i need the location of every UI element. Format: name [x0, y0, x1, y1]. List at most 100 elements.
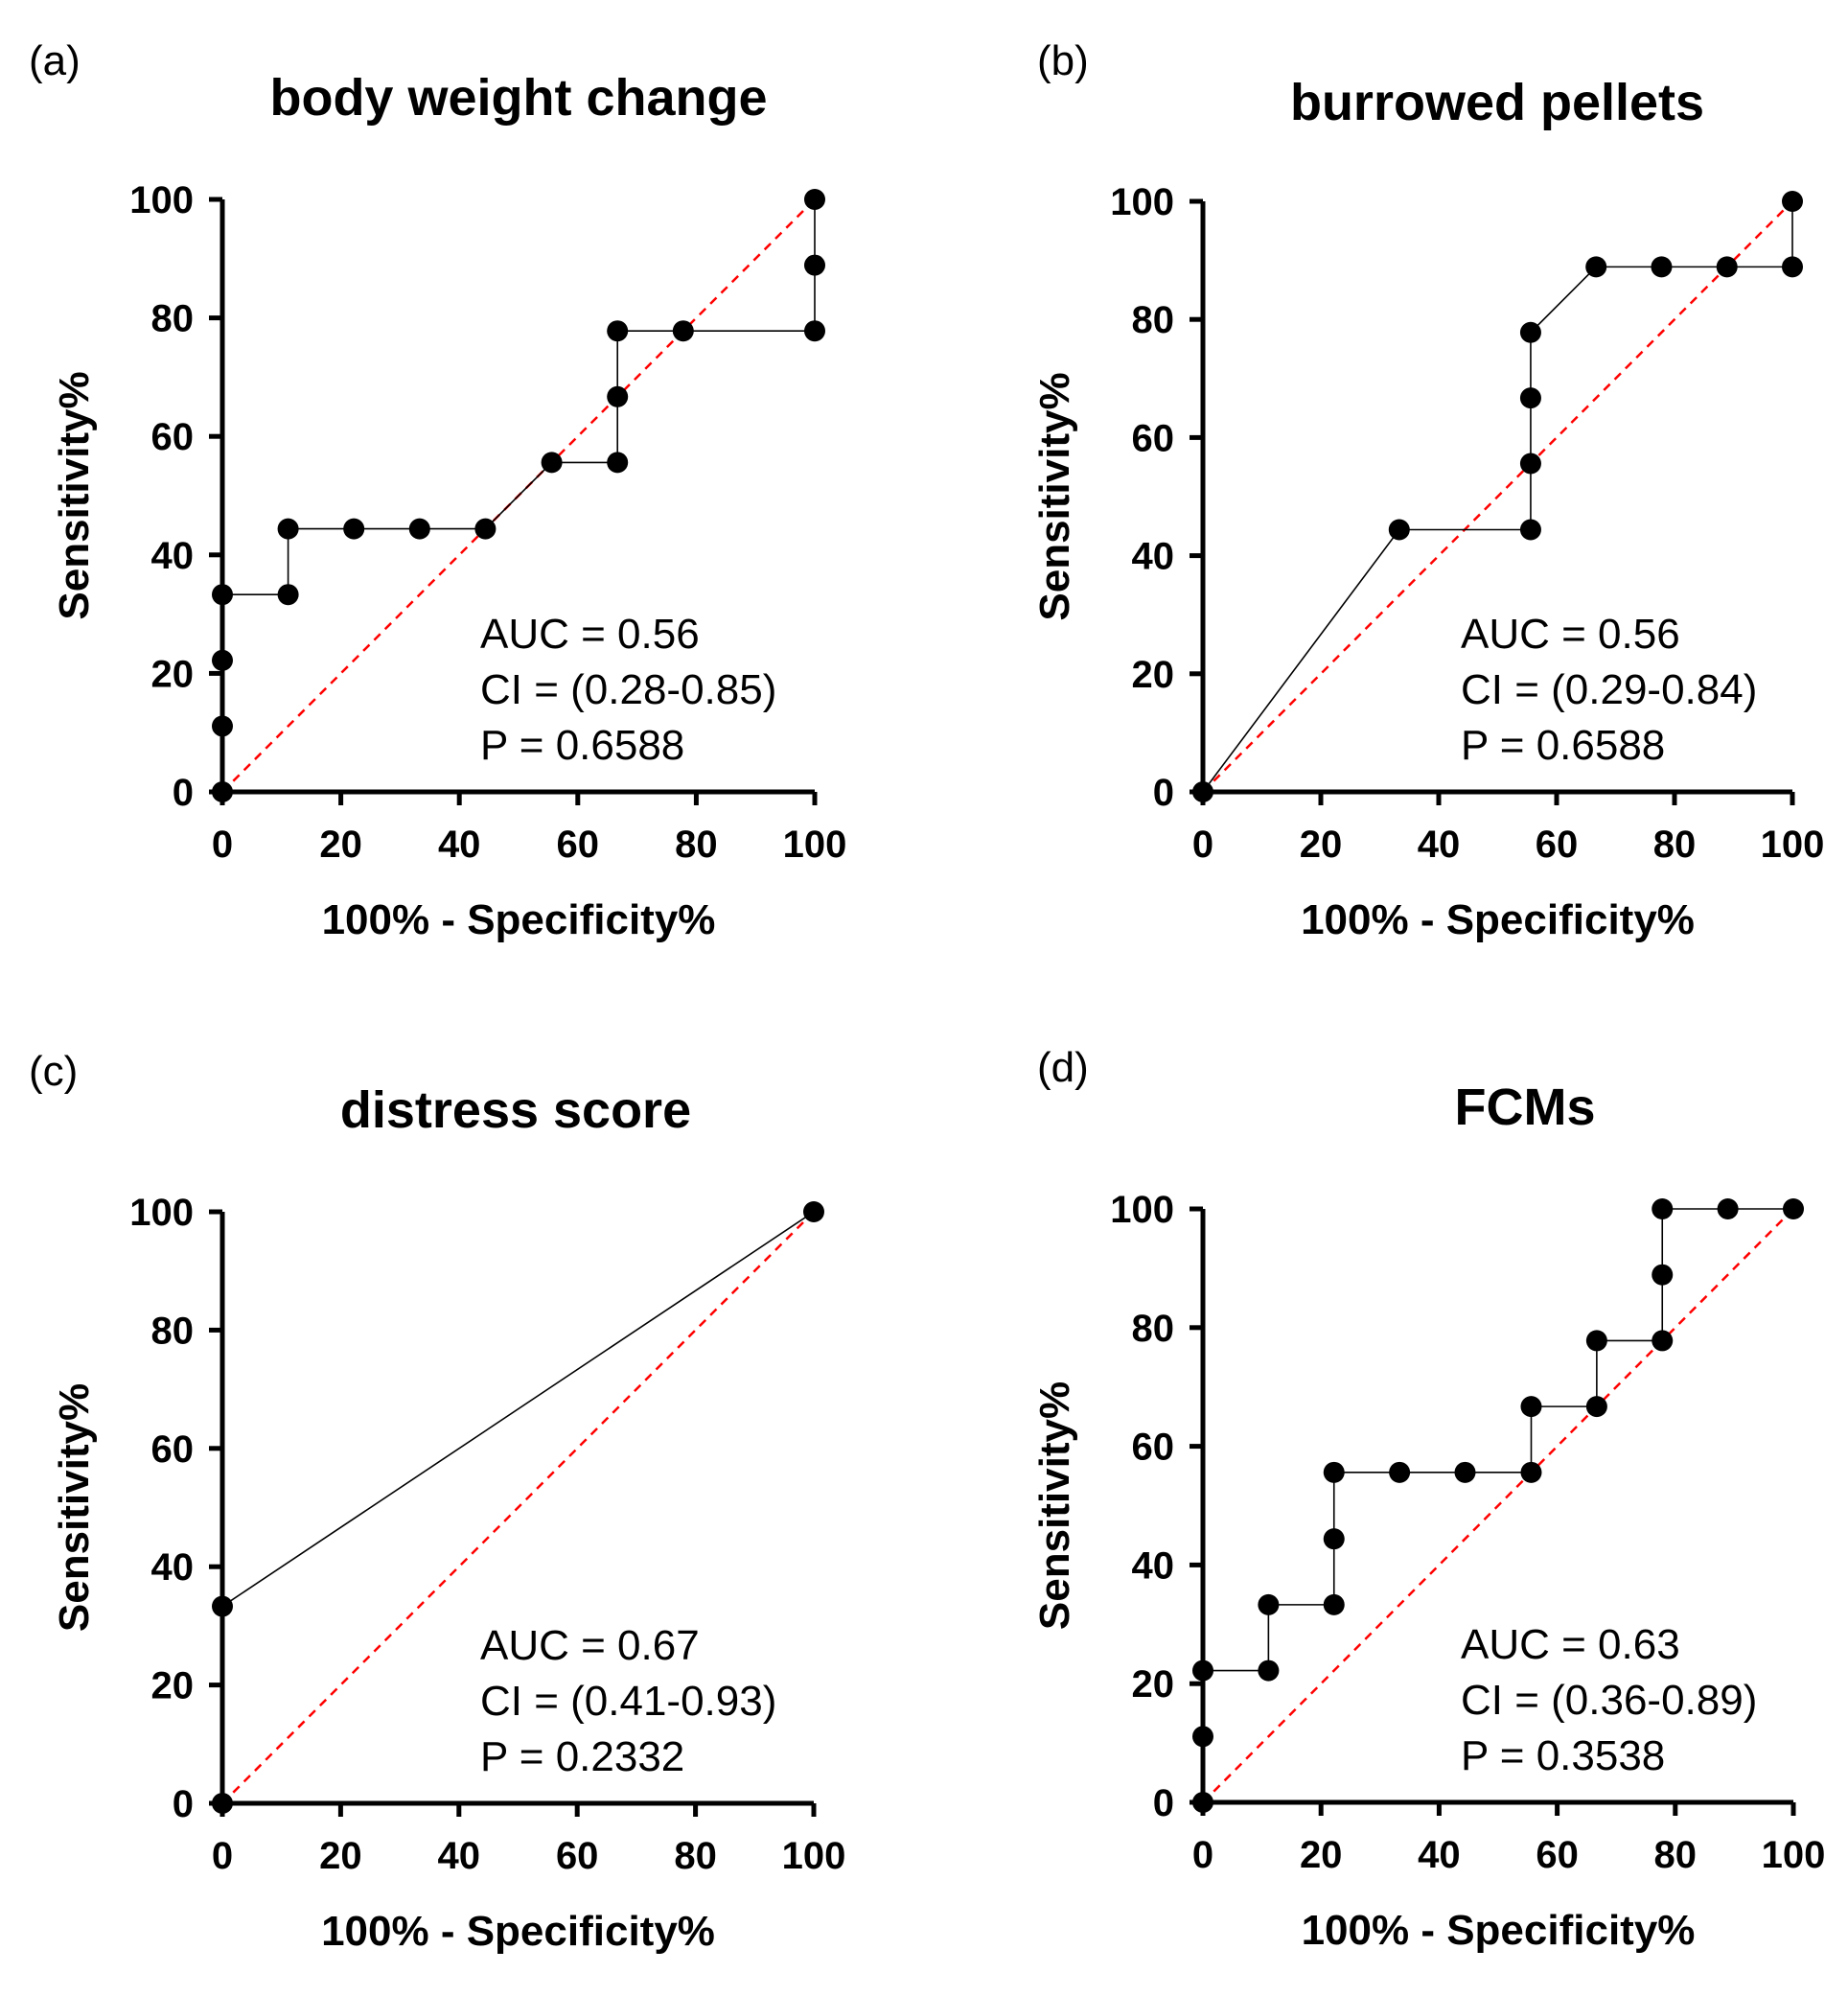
- roc-point: [1585, 1396, 1607, 1418]
- roc-point: [1192, 1792, 1213, 1813]
- y-tick-label: 100: [129, 179, 194, 221]
- x-tick-label: 100: [1761, 824, 1825, 866]
- x-tick-label: 40: [438, 824, 481, 866]
- stat-annotation-line: P = 0.3538: [1461, 1732, 1665, 1779]
- roc-point: [1652, 1198, 1674, 1219]
- x-tick-label: 80: [675, 824, 718, 866]
- y-tick-label: 20: [151, 653, 195, 695]
- y-tick-label: 100: [1110, 1189, 1174, 1231]
- stat-annotation-line: CI = (0.36-0.89): [1461, 1677, 1757, 1724]
- roc-panel-b: (b) burrowed pellets 0 20 40 60 80 100 0 20 40 60 80…: [1031, 37, 1824, 943]
- y-tick-label: 40: [151, 1546, 195, 1589]
- roc-point: [1323, 1528, 1345, 1550]
- reference-diagonal-line: [221, 1211, 815, 1804]
- panel-label: (d): [1037, 1044, 1089, 1091]
- roc-point: [1388, 519, 1410, 541]
- roc-point: [607, 385, 629, 407]
- x-tick-label: 0: [212, 824, 233, 866]
- x-tick-label: 40: [1418, 824, 1461, 866]
- roc-point: [1519, 453, 1541, 475]
- roc-point: [1716, 256, 1738, 278]
- panel-label: (c): [29, 1048, 78, 1095]
- roc-point: [1782, 191, 1803, 212]
- x-tick-label: 20: [1300, 824, 1343, 866]
- y-tick-label: 80: [151, 1310, 195, 1352]
- y-tick-label: 60: [1132, 417, 1175, 459]
- roc-point: [1192, 1659, 1213, 1682]
- stat-annotation-line: P = 0.6588: [480, 722, 684, 769]
- roc-point: [1519, 519, 1541, 541]
- reference-diagonal-line: [1202, 200, 1793, 793]
- y-axis-label: Sensitivity%: [1031, 1381, 1078, 1630]
- roc-point: [1585, 1330, 1607, 1352]
- y-tick-label: 40: [151, 535, 195, 577]
- roc-point: [541, 452, 563, 474]
- x-tick-label: 20: [319, 1835, 362, 1877]
- y-tick-label: 0: [173, 772, 194, 814]
- roc-point: [672, 320, 694, 342]
- roc-point: [1783, 1198, 1804, 1219]
- stat-annotation-line: CI = (0.41-0.93): [480, 1678, 776, 1725]
- stat-annotation-line: AUC = 0.56: [1461, 611, 1680, 658]
- x-tick-label: 60: [1536, 824, 1579, 866]
- y-tick-label: 100: [1110, 181, 1174, 223]
- roc-point: [474, 518, 497, 540]
- roc-point: [1652, 1330, 1674, 1352]
- roc-point: [212, 715, 233, 737]
- y-tick-label: 20: [151, 1665, 195, 1707]
- stat-annotation-line: AUC = 0.67: [480, 1622, 700, 1669]
- stat-annotation-line: AUC = 0.63: [1461, 1621, 1680, 1668]
- roc-point: [607, 452, 629, 474]
- x-tick-label: 100: [1762, 1834, 1826, 1876]
- x-tick-label: 60: [557, 824, 600, 866]
- y-axis-label: Sensitivity%: [1031, 372, 1078, 620]
- roc-point: [343, 518, 365, 540]
- x-tick-label: 0: [212, 1835, 233, 1877]
- roc-point: [212, 1595, 233, 1617]
- roc-point: [804, 254, 825, 276]
- chart-title: FCMs: [1455, 1079, 1596, 1136]
- roc-point: [1520, 1461, 1542, 1483]
- roc-point: [1520, 1396, 1542, 1418]
- chart-title: burrowed pellets: [1290, 74, 1704, 131]
- roc-point: [1192, 1726, 1213, 1748]
- y-tick-label: 80: [1132, 299, 1175, 341]
- y-tick-label: 20: [1132, 654, 1175, 696]
- panel-label: (b): [1037, 37, 1089, 84]
- stat-annotation-line: P = 0.6588: [1461, 722, 1665, 769]
- stat-annotation-line: CI = (0.28-0.85): [480, 666, 776, 713]
- y-tick-label: 0: [1153, 772, 1174, 814]
- roc-point: [607, 320, 629, 342]
- roc-point: [408, 518, 430, 540]
- stat-annotation-line: CI = (0.29-0.84): [1461, 666, 1757, 713]
- x-axis-label: 100% - Specificity%: [1302, 1907, 1696, 1954]
- roc-point: [804, 189, 825, 210]
- stat-annotation-line: P = 0.2332: [480, 1733, 684, 1780]
- roc-point: [212, 781, 233, 802]
- roc-point: [212, 584, 233, 606]
- x-axis-label: 100% - Specificity%: [1301, 896, 1695, 943]
- y-axis-label: Sensitivity%: [51, 371, 98, 619]
- chart-title: body weight change: [269, 69, 767, 127]
- roc-point: [803, 1201, 824, 1222]
- x-tick-label: 0: [1192, 824, 1213, 866]
- x-tick-label: 0: [1192, 1834, 1213, 1876]
- y-tick-label: 60: [151, 416, 195, 458]
- x-tick-label: 40: [1418, 1834, 1461, 1876]
- x-tick-label: 80: [1653, 824, 1697, 866]
- x-tick-label: 80: [1654, 1834, 1698, 1876]
- roc-panel-d: (d) FCMs 0 20 40 60 80 100 0 20 40 60 80 100 100% - Sp…: [1031, 1044, 1825, 1954]
- y-tick-label: 20: [1132, 1663, 1175, 1706]
- roc-point: [1652, 1264, 1674, 1286]
- roc-point: [1323, 1461, 1345, 1483]
- roc-point: [1717, 1198, 1739, 1219]
- x-axis-label: 100% - Specificity%: [321, 1908, 715, 1955]
- roc-panel-c: (c) distress score 0 20 40 60 80 100 0 20 40 60 80 10…: [29, 1048, 845, 1955]
- y-tick-label: 80: [151, 298, 195, 340]
- y-tick-label: 40: [1132, 536, 1175, 578]
- roc-point: [1258, 1593, 1280, 1615]
- x-axis-label: 100% - Specificity%: [322, 896, 716, 943]
- roc-point: [1519, 387, 1541, 409]
